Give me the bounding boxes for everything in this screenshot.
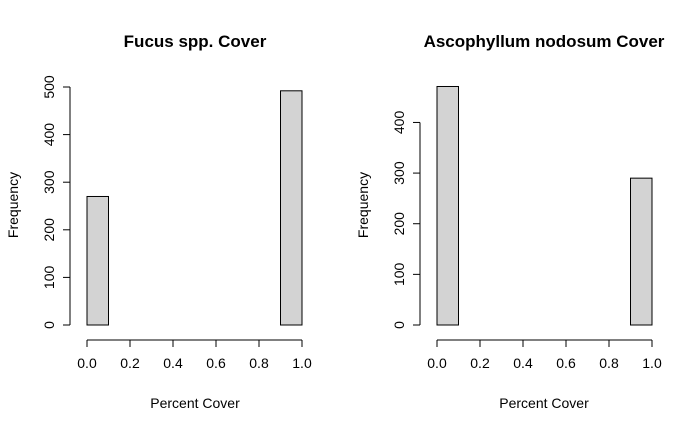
y-tick-label-3: 300 [391, 161, 407, 185]
x-tick-label-2: 0.4 [513, 355, 533, 371]
y-axis: 0 100 200 300 400 [391, 111, 421, 329]
chart-title: Fucus spp. Cover [124, 32, 267, 51]
x-axis: 0.0 0.2 0.4 0.6 0.8 1.0 [427, 339, 662, 371]
x-axis: 0.0 0.2 0.4 0.6 0.8 1.0 [77, 339, 312, 371]
histogram-bar-9 [630, 177, 653, 326]
x-tick-label-4: 0.8 [249, 355, 269, 371]
fucus-histogram: Fucus spp. Cover Percent Cover Frequency… [5, 32, 312, 411]
y-axis-label: Frequency [355, 172, 371, 238]
x-tick-label-3: 0.6 [556, 355, 576, 371]
y-tick-label-5: 500 [41, 75, 57, 99]
y-tick-label-1: 100 [41, 266, 57, 290]
x-tick-label-2: 0.4 [163, 355, 183, 371]
histogram-bar-0 [436, 85, 459, 326]
y-tick-label-0: 0 [391, 321, 407, 329]
histogram-bar-9 [280, 90, 303, 326]
ascophyllum-histogram: Ascophyllum nodosum Cover Percent Cover … [355, 32, 665, 411]
y-tick-label-4: 400 [41, 123, 57, 147]
y-tick-label-2: 200 [391, 212, 407, 236]
x-tick-label-4: 0.8 [599, 355, 619, 371]
chart-title: Ascophyllum nodosum Cover [424, 32, 665, 51]
x-tick-label-3: 0.6 [206, 355, 226, 371]
y-tick-label-4: 400 [391, 111, 407, 135]
x-axis-label: Percent Cover [150, 395, 240, 411]
y-tick-label-2: 200 [41, 218, 57, 242]
x-tick-label-0: 0.0 [427, 355, 447, 371]
bars [86, 90, 303, 326]
y-axis: 0 100 200 300 400 500 [41, 75, 71, 329]
x-tick-label-1: 0.2 [470, 355, 490, 371]
x-tick-label-0: 0.0 [77, 355, 97, 371]
bars [436, 85, 653, 326]
x-axis-label: Percent Cover [499, 395, 589, 411]
x-tick-label-5: 1.0 [642, 355, 662, 371]
x-tick-label-5: 1.0 [292, 355, 312, 371]
histogram-bar-0 [86, 195, 109, 326]
y-tick-label-1: 100 [391, 262, 407, 286]
y-tick-label-0: 0 [41, 321, 57, 329]
x-tick-label-1: 0.2 [120, 355, 140, 371]
y-tick-label-3: 300 [41, 170, 57, 194]
y-axis-label: Frequency [5, 172, 21, 238]
